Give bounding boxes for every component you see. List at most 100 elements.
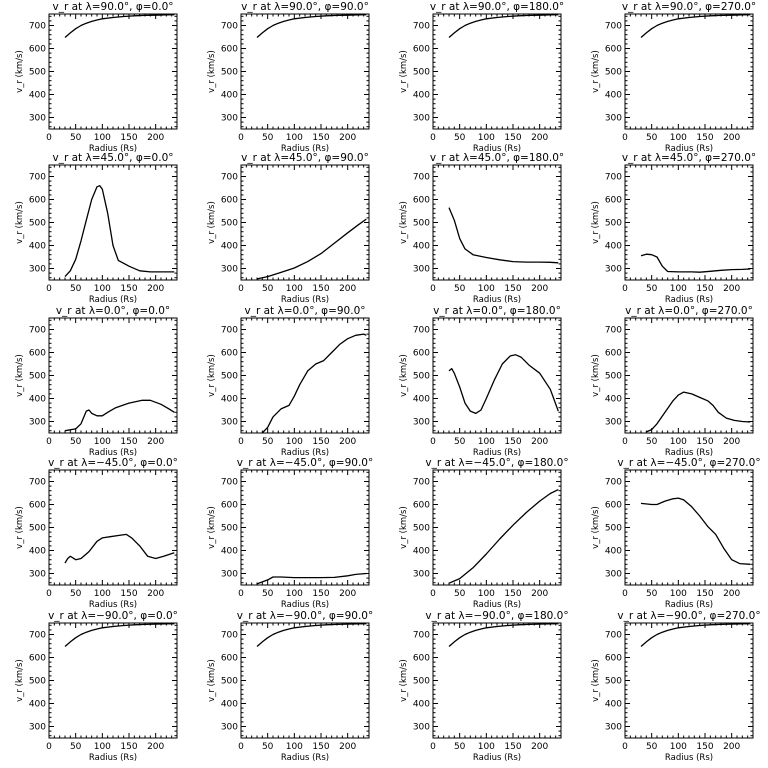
- x-tick-label: 100: [478, 284, 495, 294]
- y-tick-label: 500: [413, 68, 430, 78]
- chart-panel: v_r at λ=45.0°, φ=270.0° 0 50 100 150 200 300 4…: [591, 152, 756, 305]
- y-tick-label: 600: [413, 349, 430, 359]
- y-tick-label: 300: [605, 723, 622, 733]
- y-tick-label: 300: [605, 114, 622, 124]
- y-tick-label: 700: [29, 631, 46, 641]
- x-tick-label: 100: [670, 133, 687, 143]
- x-tick-label: 150: [312, 589, 329, 599]
- y-tick-label: 500: [413, 219, 430, 229]
- x-tick-label: 50: [454, 284, 466, 294]
- x-tick-label: 0: [622, 589, 628, 599]
- y-tick-label: 500: [605, 372, 622, 382]
- y-axis-label: v_r (km/s): [591, 354, 601, 397]
- y-axis-label: v_r (km/s): [15, 659, 25, 702]
- plot-frame: [432, 469, 562, 586]
- x-tick-label: 50: [70, 742, 82, 752]
- series-line: [256, 218, 367, 280]
- y-tick-label: 300: [605, 265, 622, 275]
- x-tick-label: 200: [339, 742, 356, 752]
- y-tick-label: 300: [413, 418, 430, 428]
- panel-title: v_r at λ=−90.0°, φ=270.0°: [617, 610, 760, 622]
- y-tick-label: 500: [413, 677, 430, 687]
- x-tick-label: 200: [531, 742, 548, 752]
- y-tick-label: 300: [221, 723, 238, 733]
- x-tick-label: 50: [646, 284, 658, 294]
- x-axis-label: Radius (Rs): [665, 295, 713, 305]
- y-tick-label: 500: [221, 677, 238, 687]
- y-axis-label: v_r (km/s): [591, 506, 601, 549]
- y-tick-label: 500: [221, 524, 238, 534]
- series-line: [64, 185, 175, 278]
- y-tick-label: 700: [221, 478, 238, 488]
- x-tick-label: 200: [147, 742, 164, 752]
- x-tick-label: 50: [262, 133, 274, 143]
- x-tick-label: 100: [94, 742, 111, 752]
- y-tick-label: 500: [221, 372, 238, 382]
- y-axis-label: v_r (km/s): [207, 50, 217, 93]
- chart-panel: v_r at λ=45.0°, φ=90.0° 0 50 100 150 200 300 40…: [207, 152, 370, 305]
- y-tick-label: 300: [29, 570, 46, 580]
- plot-frame: [624, 164, 754, 281]
- x-tick-label: 50: [646, 742, 658, 752]
- x-tick-label: 100: [670, 437, 687, 447]
- x-axis-label: Radius (Rs): [89, 295, 137, 305]
- y-tick-label: 700: [605, 326, 622, 336]
- chart-panel: v_r at λ=−90.0°, φ=270.0° 0 50 100 150 200 300…: [591, 610, 761, 763]
- plot-frame: [240, 469, 370, 586]
- series-line: [256, 572, 367, 585]
- chart-panel: v_r at λ=−45.0°, φ=0.0° 0 50 100 150 200 300 40…: [15, 457, 178, 610]
- x-tick-label: 100: [286, 437, 303, 447]
- x-tick-label: 50: [646, 589, 658, 599]
- y-tick-label: 600: [413, 501, 430, 511]
- plot-frame: [624, 622, 754, 739]
- x-axis-label: Radius (Rs): [281, 144, 329, 154]
- y-tick-label: 600: [413, 45, 430, 55]
- panel-title: v_r at λ=−90.0°, φ=0.0°: [48, 610, 178, 622]
- y-tick-label: 700: [29, 326, 46, 336]
- panel-title: v_r at λ=45.0°, φ=270.0°: [622, 152, 756, 164]
- x-tick-label: 200: [147, 284, 164, 294]
- chart-panel: v_r at λ=−90.0°, φ=0.0° 0 50 100 150 200 300 40…: [15, 610, 178, 763]
- series-line: [640, 497, 751, 565]
- y-axis-label: v_r (km/s): [399, 659, 409, 702]
- y-tick-label: 700: [413, 22, 430, 32]
- panel-title: v_r at λ=−45.0°, φ=90.0°: [237, 457, 373, 469]
- y-axis-label: v_r (km/s): [207, 354, 217, 397]
- x-tick-label: 0: [622, 437, 628, 447]
- series-line: [64, 623, 175, 647]
- x-tick-label: 150: [312, 742, 329, 752]
- y-tick-label: 500: [605, 677, 622, 687]
- x-tick-label: 0: [238, 133, 244, 143]
- y-tick-label: 700: [605, 478, 622, 488]
- y-tick-label: 700: [413, 173, 430, 183]
- x-axis-label: Radius (Rs): [665, 600, 713, 610]
- y-tick-label: 400: [605, 242, 622, 252]
- y-tick-label: 400: [605, 91, 622, 101]
- x-tick-label: 0: [46, 284, 52, 294]
- x-tick-label: 0: [238, 742, 244, 752]
- y-tick-label: 600: [29, 45, 46, 55]
- x-axis-label: Radius (Rs): [473, 144, 521, 154]
- panel-title: v_r at λ=90.0°, φ=180.0°: [430, 1, 564, 13]
- chart-panel: v_r at λ=0.0°, φ=90.0° 0 50 100 150 200 300 400…: [207, 305, 370, 458]
- panel-title: v_r at λ=0.0°, φ=0.0°: [56, 305, 170, 317]
- x-tick-label: 150: [504, 133, 521, 143]
- y-tick-label: 600: [413, 196, 430, 206]
- chart-panel: v_r at λ=0.0°, φ=180.0° 0 50 100 150 200 300 40…: [399, 305, 562, 458]
- series-line: [448, 207, 559, 264]
- plot-frame: [624, 13, 754, 130]
- series-line: [448, 623, 559, 647]
- x-axis-label: Radius (Rs): [473, 448, 521, 458]
- chart-panel: v_r at λ=−45.0°, φ=90.0° 0 50 100 150 200 300 4…: [207, 457, 373, 610]
- y-tick-label: 400: [605, 395, 622, 405]
- y-tick-label: 400: [29, 547, 46, 557]
- x-axis-label: Radius (Rs): [281, 448, 329, 458]
- x-tick-label: 0: [430, 437, 436, 447]
- series-line: [448, 14, 559, 38]
- x-tick-label: 50: [646, 133, 658, 143]
- x-tick-label: 150: [696, 742, 713, 752]
- x-tick-label: 50: [454, 437, 466, 447]
- x-tick-label: 0: [622, 284, 628, 294]
- y-axis-label: v_r (km/s): [15, 354, 25, 397]
- y-tick-label: 400: [605, 700, 622, 710]
